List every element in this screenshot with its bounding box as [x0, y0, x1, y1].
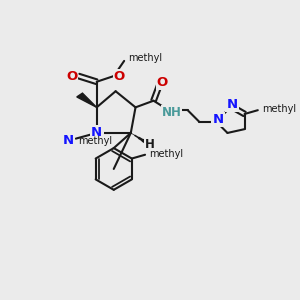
Text: N: N	[212, 113, 224, 126]
Text: N: N	[63, 137, 74, 150]
Text: O: O	[66, 70, 78, 83]
Text: O: O	[156, 76, 168, 89]
Text: N: N	[63, 134, 74, 147]
Polygon shape	[77, 93, 97, 107]
Text: methyl: methyl	[262, 104, 297, 114]
Text: N: N	[63, 137, 73, 150]
Text: N: N	[91, 126, 102, 140]
Text: methyl: methyl	[128, 53, 162, 63]
Text: H: H	[145, 138, 155, 151]
Text: O: O	[114, 70, 125, 83]
Text: methyl: methyl	[78, 136, 112, 146]
Text: N: N	[226, 98, 238, 111]
Text: NH: NH	[162, 106, 182, 118]
Text: N: N	[91, 126, 102, 140]
Text: methyl: methyl	[149, 149, 183, 159]
